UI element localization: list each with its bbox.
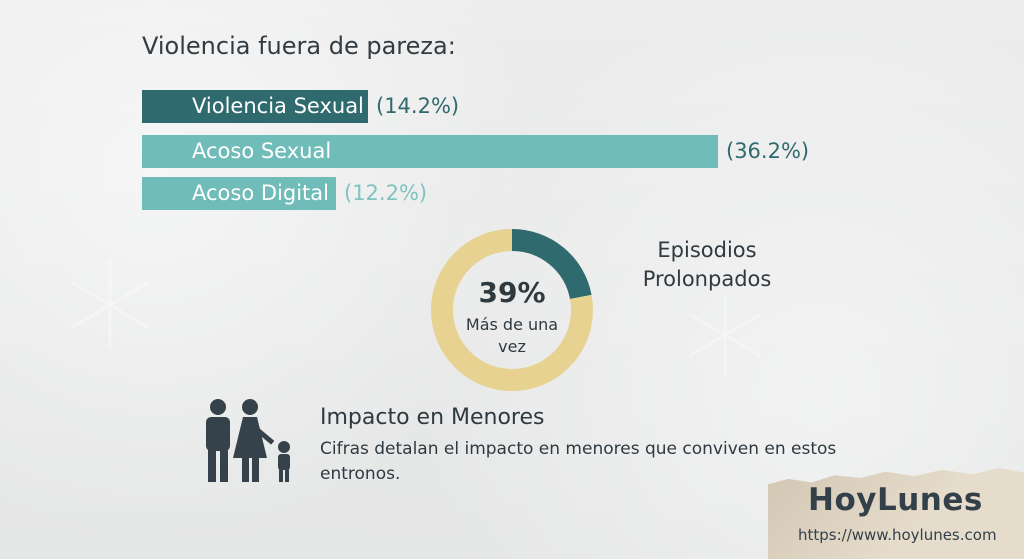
bar-value-label: (36.2%): [726, 139, 810, 163]
brand-logo: HoyLunes: [808, 482, 983, 518]
donut-title: Episodios Prolonpados: [612, 236, 802, 294]
donut-chart: 39% Más de una vez: [430, 228, 594, 392]
donut-title-line-2: Prolonpados: [642, 267, 772, 291]
bar-category-label: Violencia Sexual: [192, 94, 364, 118]
donut-slice: [431, 229, 593, 391]
bar-category-label: Acoso Sexual: [192, 139, 332, 163]
chart-title: Violencia fuera de pareza:: [142, 32, 456, 60]
impact-text: Cifras detalan el impacto en menores que…: [320, 439, 837, 484]
bar-value-label: (14.2%): [376, 94, 460, 118]
bar-category-label: Acoso Digital: [192, 181, 329, 205]
donut-center-value: 39%: [478, 276, 546, 309]
bar: Acoso Sexual: [142, 135, 718, 168]
snowflake-icon: [70, 260, 150, 350]
bar: Violencia Sexual: [142, 90, 368, 123]
bar: Acoso Digital: [142, 177, 336, 210]
snowflake-icon: [689, 294, 761, 376]
paper-background: [768, 468, 1024, 559]
donut-svg: [431, 229, 593, 391]
donut-center-line-1: Más de una: [465, 315, 559, 334]
paper-shade: [768, 468, 1024, 559]
donut-center-line-2: vez: [498, 337, 526, 356]
brand-url[interactable]: https://www.hoylunes.com: [798, 526, 997, 544]
donut-title-line-1: Episodios: [657, 238, 757, 262]
donut-center-text: Más de una vez: [462, 314, 562, 358]
family-icon: [206, 399, 290, 482]
impact-title: Impacto en Menores: [320, 405, 545, 430]
bar-value-label: (12.2%): [344, 181, 428, 205]
